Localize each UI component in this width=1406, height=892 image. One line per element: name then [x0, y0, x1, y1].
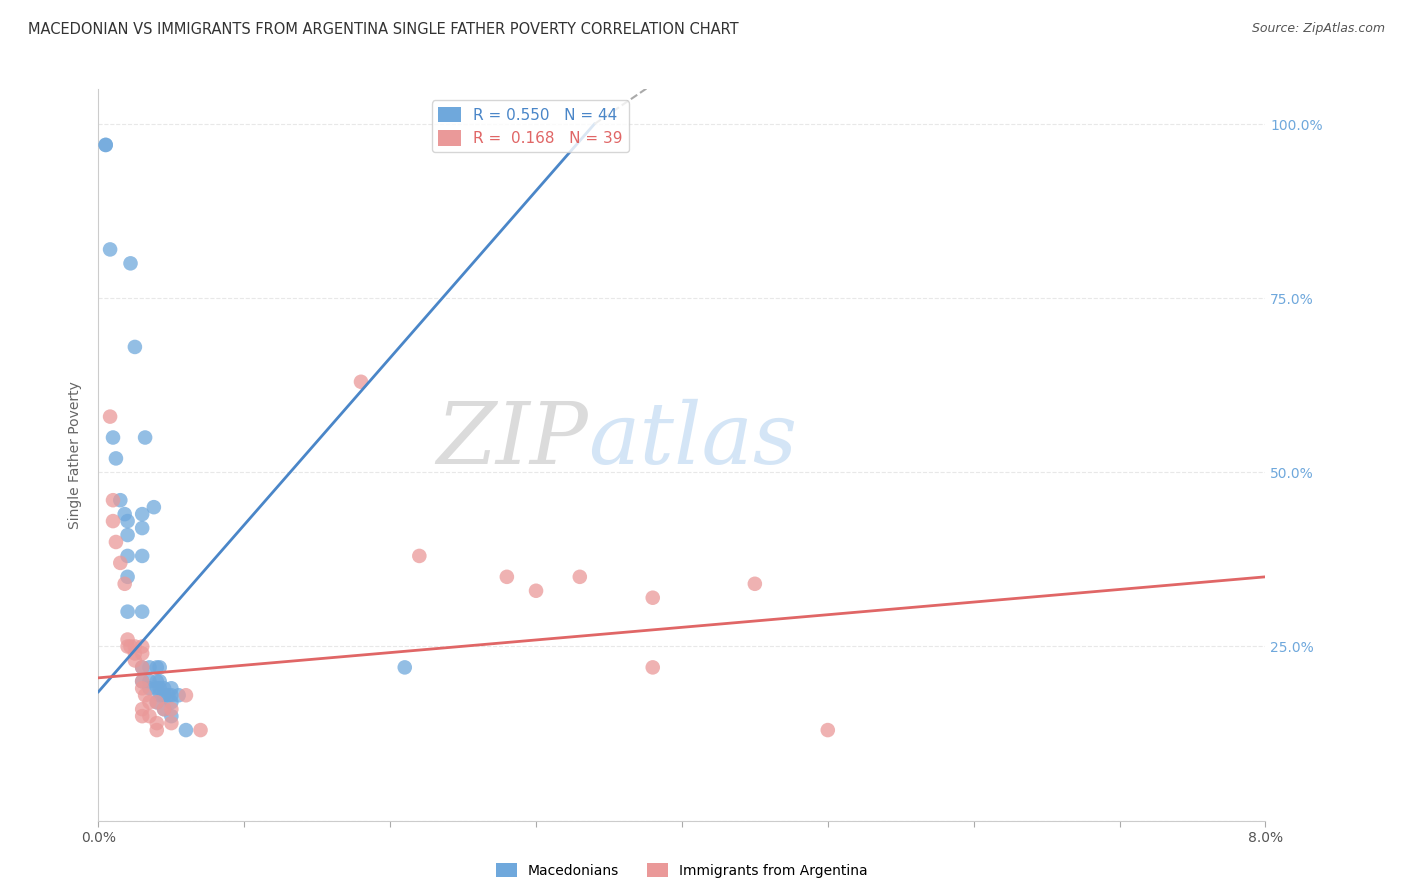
- Point: [160, 716, 183, 731]
- Point: [124, 640, 146, 654]
- Point: [149, 674, 172, 689]
- Point: [114, 576, 136, 591]
- Point: [131, 647, 153, 661]
- Text: atlas: atlas: [589, 399, 797, 482]
- Point: [134, 430, 156, 444]
- Point: [117, 640, 139, 654]
- Point: [149, 688, 172, 702]
- Point: [131, 605, 153, 619]
- Point: [160, 709, 183, 723]
- Point: [160, 688, 183, 702]
- Point: [174, 688, 197, 702]
- Point: [146, 695, 169, 709]
- Point: [120, 640, 142, 654]
- Point: [408, 549, 430, 563]
- Point: [524, 583, 547, 598]
- Point: [153, 702, 176, 716]
- Point: [157, 688, 180, 702]
- Point: [153, 688, 176, 702]
- Point: [641, 591, 664, 605]
- Point: [131, 640, 153, 654]
- Legend: R = 0.550   N = 44, R =  0.168   N = 39: R = 0.550 N = 44, R = 0.168 N = 39: [432, 101, 628, 153]
- Point: [131, 549, 153, 563]
- Point: [817, 723, 839, 737]
- Point: [117, 632, 139, 647]
- Point: [124, 340, 146, 354]
- Point: [124, 653, 146, 667]
- Point: [114, 507, 136, 521]
- Point: [117, 570, 139, 584]
- Text: Source: ZipAtlas.com: Source: ZipAtlas.com: [1251, 22, 1385, 36]
- Point: [117, 514, 139, 528]
- Point: [101, 430, 124, 444]
- Point: [131, 709, 153, 723]
- Point: [138, 695, 160, 709]
- Point: [117, 605, 139, 619]
- Point: [101, 493, 124, 508]
- Point: [131, 702, 153, 716]
- Point: [149, 660, 172, 674]
- Point: [167, 688, 190, 702]
- Point: [138, 709, 160, 723]
- Point: [190, 723, 212, 737]
- Point: [146, 660, 169, 674]
- Point: [131, 660, 153, 674]
- Point: [641, 660, 664, 674]
- Point: [160, 681, 183, 696]
- Point: [744, 576, 766, 591]
- Point: [146, 723, 169, 737]
- Point: [94, 137, 117, 152]
- Point: [174, 723, 197, 737]
- Point: [160, 695, 183, 709]
- Point: [496, 570, 519, 584]
- Point: [117, 528, 139, 542]
- Point: [394, 660, 416, 674]
- Point: [146, 681, 169, 696]
- Point: [138, 674, 160, 689]
- Point: [138, 681, 160, 696]
- Point: [98, 243, 121, 257]
- Point: [350, 375, 373, 389]
- Text: MACEDONIAN VS IMMIGRANTS FROM ARGENTINA SINGLE FATHER POVERTY CORRELATION CHART: MACEDONIAN VS IMMIGRANTS FROM ARGENTINA …: [28, 22, 738, 37]
- Point: [131, 674, 153, 689]
- Point: [131, 521, 153, 535]
- Point: [134, 688, 156, 702]
- Point: [131, 674, 153, 689]
- Point: [131, 660, 153, 674]
- Point: [101, 514, 124, 528]
- Y-axis label: Single Father Poverty: Single Father Poverty: [69, 381, 83, 529]
- Point: [94, 137, 117, 152]
- Point: [146, 695, 169, 709]
- Point: [104, 451, 127, 466]
- Point: [153, 702, 176, 716]
- Point: [149, 681, 172, 696]
- Point: [160, 702, 183, 716]
- Point: [146, 674, 169, 689]
- Point: [131, 681, 153, 696]
- Point: [142, 500, 165, 515]
- Point: [153, 681, 176, 696]
- Point: [98, 409, 121, 424]
- Point: [110, 556, 132, 570]
- Point: [568, 570, 591, 584]
- Point: [110, 493, 132, 508]
- Point: [138, 660, 160, 674]
- Point: [104, 535, 127, 549]
- Point: [120, 256, 142, 270]
- Point: [117, 549, 139, 563]
- Text: ZIP: ZIP: [437, 399, 589, 482]
- Point: [131, 507, 153, 521]
- Point: [124, 647, 146, 661]
- Point: [146, 716, 169, 731]
